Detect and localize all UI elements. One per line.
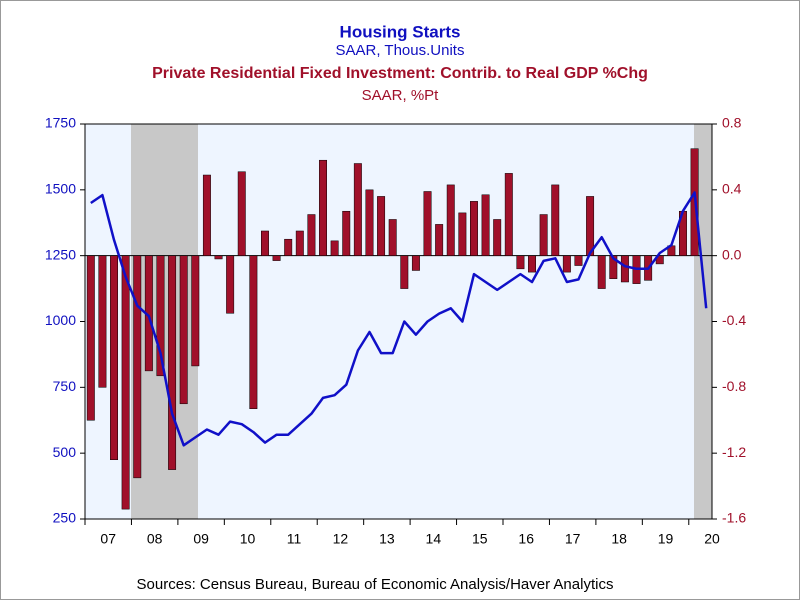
bar (237, 171, 246, 256)
bar (342, 210, 351, 256)
x-tick-label: 16 (518, 531, 534, 547)
x-tick-label: 07 (100, 531, 116, 547)
y2-tick-label: -0.8 (722, 378, 746, 394)
bar (98, 255, 107, 388)
x-tick-label: 10 (240, 531, 256, 547)
bar (574, 255, 583, 266)
bar (551, 184, 560, 256)
bar (597, 255, 606, 289)
y-tick-label: 1750 (45, 115, 76, 131)
y2-tick-label: -0.4 (722, 312, 746, 328)
x-tick-label: 18 (611, 531, 627, 547)
x-tick-label: 15 (472, 531, 488, 547)
chart-subtitle: SAAR, Thous.Units (336, 42, 465, 59)
bar (295, 230, 304, 256)
bar (133, 255, 142, 479)
bar (307, 214, 316, 256)
bar (156, 255, 165, 377)
line (90, 191, 708, 447)
chart-title: Private Residential Fixed Investment: Co… (152, 65, 648, 82)
bar (504, 173, 513, 256)
bar (214, 255, 223, 260)
x-tick-label: 08 (147, 531, 163, 547)
bar (586, 196, 595, 256)
y-tick-label: 750 (53, 378, 77, 394)
bar (86, 255, 95, 421)
bar (458, 212, 467, 256)
bar (411, 255, 420, 271)
bar (388, 219, 397, 256)
bar (179, 255, 188, 405)
bar (377, 196, 386, 256)
bar (539, 214, 548, 256)
chart-title: Housing Starts (340, 22, 461, 41)
bar (528, 255, 536, 273)
y2-tick-label: 0.4 (722, 181, 742, 197)
y2-tick-label: 0.0 (722, 246, 742, 262)
x-tick-label: 20 (704, 531, 720, 547)
y-tick-label: 500 (53, 444, 77, 460)
x-tick-label: 19 (658, 531, 674, 547)
bar (319, 159, 327, 256)
y-tick-label: 1000 (45, 312, 76, 328)
bar (562, 255, 571, 273)
y2-tick-label: -1.2 (722, 444, 746, 460)
bar (121, 255, 130, 510)
bar (400, 255, 409, 289)
y2-tick-label: 0.8 (722, 115, 742, 131)
bar (191, 255, 200, 367)
bar (609, 255, 618, 279)
bar (620, 255, 629, 283)
bar (261, 230, 269, 256)
y2-tick-label: -1.6 (722, 510, 746, 526)
bar (202, 174, 211, 256)
bar (493, 219, 502, 256)
bar (446, 184, 455, 256)
bar (226, 255, 235, 314)
bar (249, 255, 258, 409)
bar (516, 255, 525, 270)
x-tick-label: 17 (565, 531, 581, 547)
y-tick-label: 250 (53, 510, 77, 526)
x-tick-label: 13 (379, 531, 395, 547)
source-note: Sources: Census Bureau, Bureau of Econom… (137, 576, 614, 593)
y-tick-label: 1250 (45, 246, 76, 262)
x-tick-label: 11 (287, 531, 302, 547)
bar (353, 163, 362, 256)
y-tick-label: 1500 (45, 181, 76, 197)
bar (284, 238, 293, 256)
x-tick-label: 09 (193, 531, 209, 547)
plot-marks (85, 148, 712, 510)
bar (330, 240, 339, 256)
x-tick-label: 14 (426, 531, 442, 547)
bar (272, 255, 281, 261)
bar (168, 255, 177, 470)
bar (470, 201, 478, 256)
bar (435, 224, 444, 256)
x-tick-label: 12 (333, 531, 349, 547)
chart-subtitle: SAAR, %Pt (362, 87, 440, 104)
bar (423, 191, 432, 256)
bar (365, 189, 374, 256)
bar (481, 194, 490, 256)
bar (110, 255, 118, 460)
